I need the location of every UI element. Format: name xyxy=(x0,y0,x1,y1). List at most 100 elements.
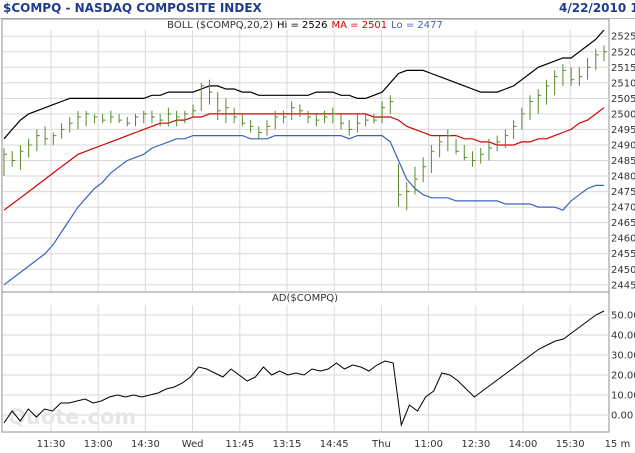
price-bar xyxy=(332,107,336,124)
price-bar xyxy=(595,48,599,71)
legend-lo: Lo = 2477 xyxy=(391,20,443,31)
price-pane xyxy=(1,18,610,293)
price-y-tick: 2455 xyxy=(611,249,635,260)
price-bar xyxy=(258,126,262,139)
price-bar xyxy=(19,144,24,170)
x-tick-label: 15 m xyxy=(605,439,631,450)
price-bar xyxy=(93,113,98,124)
ad-y-tick: 10.00 xyxy=(611,391,635,402)
price-bar xyxy=(488,138,492,161)
price-bar xyxy=(463,144,468,161)
x-tick-label: 14:00 xyxy=(509,439,538,450)
price-bar xyxy=(439,135,443,158)
price-y-tick: 2520 xyxy=(611,47,635,58)
price-bar xyxy=(480,148,484,164)
ad-plot xyxy=(3,310,605,427)
price-bar xyxy=(381,101,386,124)
price-y-tick: 2500 xyxy=(611,109,635,120)
price-bar xyxy=(587,57,591,80)
price-y-tick: 2485 xyxy=(611,156,635,167)
price-bar xyxy=(61,123,65,139)
price-bar xyxy=(233,107,238,124)
price-bar xyxy=(340,113,344,130)
price-plot xyxy=(3,30,607,286)
price-bar xyxy=(389,95,394,114)
x-tick-label: 12:30 xyxy=(461,439,490,450)
price-bar xyxy=(578,67,583,86)
price-bar xyxy=(496,135,501,152)
price-bar xyxy=(365,113,369,127)
x-tick-label: 13:15 xyxy=(273,439,302,450)
price-y-tick: 2475 xyxy=(611,187,635,198)
price-y-tick: 2450 xyxy=(611,265,635,276)
ad-y-tick: 50.00 xyxy=(611,311,635,322)
x-tick-label: 11:00 xyxy=(414,439,443,450)
price-bar xyxy=(447,129,451,152)
ad-y-tick: 30.00 xyxy=(611,351,635,362)
legend-boll: BOLL ($COMPQ,20,2) xyxy=(167,20,273,31)
legend-ma: MA = 2501 xyxy=(332,20,388,31)
price-y-tick: 2470 xyxy=(611,203,635,214)
price-y-tick: 2460 xyxy=(611,234,635,245)
ad-grid xyxy=(3,305,609,431)
price-bar xyxy=(176,110,180,127)
ad-y-tick: 20.00 xyxy=(611,371,635,382)
price-bar xyxy=(11,151,16,167)
price-y-tick: 2445 xyxy=(611,280,635,291)
x-tick-label: 11:30 xyxy=(37,439,66,450)
legend-hi: Hi = 2526 xyxy=(277,20,327,31)
x-tick-label: 13:00 xyxy=(84,439,113,450)
price-bar xyxy=(143,110,147,124)
price-y-tick: 2515 xyxy=(611,63,635,74)
price-bar xyxy=(414,166,418,195)
price-bar xyxy=(151,110,155,124)
price-bar xyxy=(200,82,205,111)
price-bar xyxy=(562,64,566,86)
price-bar xyxy=(471,151,476,167)
price-bar xyxy=(307,110,312,124)
price-bar xyxy=(208,79,213,105)
price-bar xyxy=(36,129,40,152)
price-bar xyxy=(291,101,295,121)
price-bar xyxy=(570,67,575,86)
price-bar xyxy=(537,89,542,114)
x-tick-label: 11:45 xyxy=(225,439,254,450)
ad-y-tick: 0.00 xyxy=(611,411,633,422)
price-y-axis: 2445 2450 2455 2460 2465 2470 2475 2480 2485 2490… xyxy=(611,32,635,292)
price-bar xyxy=(545,79,550,105)
x-tick-label: 14:45 xyxy=(320,439,349,450)
ad-legend: AD($COMPQ) xyxy=(272,293,338,304)
price-y-tick: 2495 xyxy=(611,125,635,136)
watermark: Quote.com xyxy=(8,405,136,429)
price-bar xyxy=(225,98,229,124)
price-y-tick: 2525 xyxy=(611,32,635,43)
price-y-tick: 2490 xyxy=(611,140,635,151)
price-bar xyxy=(118,113,123,124)
time-x-axis: 11:30 13:00 14:30 Wed 11:45 13:15 14:45 Thu 11:0… xyxy=(37,439,631,450)
price-bar xyxy=(373,113,377,124)
ad-line xyxy=(3,310,605,427)
ad-y-axis: 0.00 10.00 20.00 30.00 40.00 50.00 xyxy=(611,311,635,422)
chart-title: $COMPQ - NASDAQ COMPOSITE INDEX xyxy=(3,1,262,15)
price-bar xyxy=(102,113,106,124)
price-bar xyxy=(398,163,402,208)
ad-y-tick: 40.00 xyxy=(611,331,635,342)
price-bar xyxy=(159,113,164,127)
price-y-tick: 2510 xyxy=(611,78,635,89)
price-bar xyxy=(603,45,607,62)
middle-band-line xyxy=(3,107,605,211)
x-tick-label: 15:30 xyxy=(556,439,585,450)
lower-band-line xyxy=(3,135,604,286)
x-tick-label: 14:30 xyxy=(131,439,160,450)
price-bar xyxy=(52,132,57,145)
price-bar xyxy=(513,120,517,139)
price-bar xyxy=(241,113,246,127)
price-bar xyxy=(324,110,328,124)
x-tick-label: Wed xyxy=(182,439,204,450)
price-bar xyxy=(521,107,525,130)
price-y-tick: 2465 xyxy=(611,218,635,229)
price-bar xyxy=(504,129,509,149)
price-bar xyxy=(282,110,287,124)
chart-header: $COMPQ - NASDAQ COMPOSITE INDEX 4/22/201… xyxy=(0,0,635,19)
